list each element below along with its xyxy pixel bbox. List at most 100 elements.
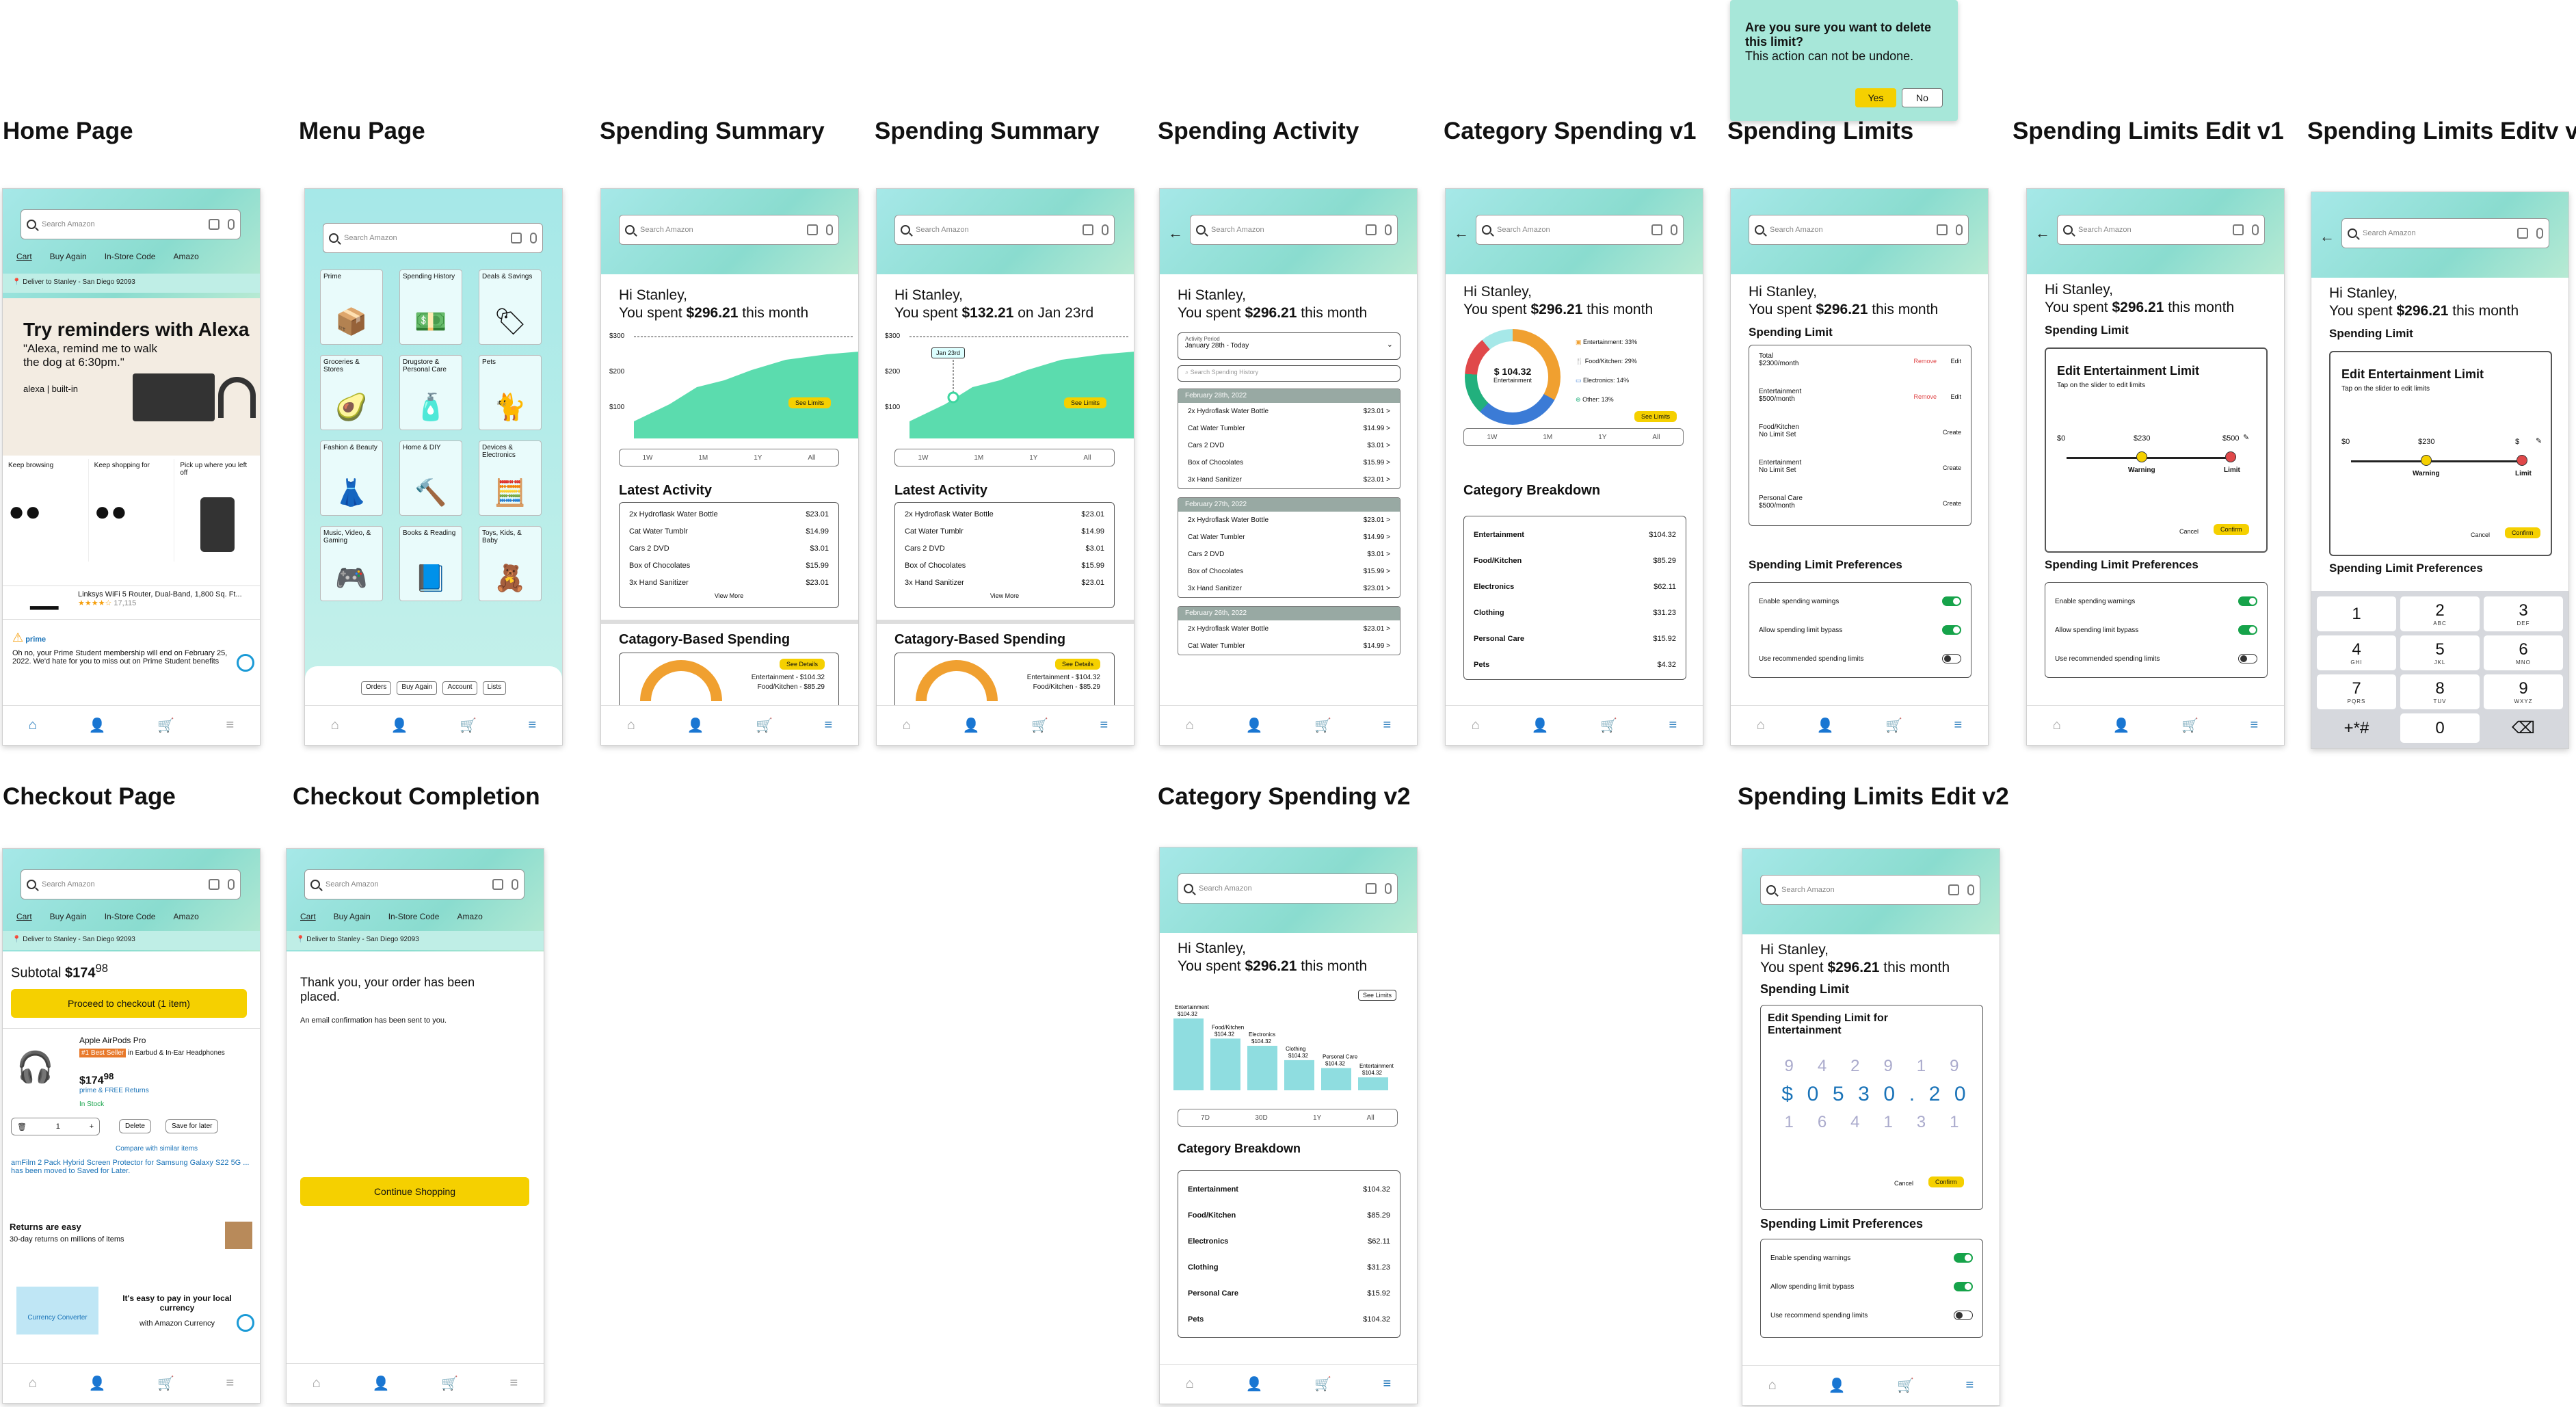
breakdown-row[interactable]: Personal Care $15.92 <box>1474 635 1676 643</box>
activity-row[interactable]: Cat Water Tumbler $14.99 > <box>1188 534 1390 541</box>
nav-instore[interactable]: In-Store Code <box>104 252 156 261</box>
delete-button[interactable]: Delete <box>119 1119 151 1133</box>
home-icon[interactable]: ⌂ <box>312 1376 321 1391</box>
camera-icon[interactable] <box>1083 224 1093 235</box>
alexa-icon[interactable] <box>237 654 254 672</box>
cart-icon[interactable]: 🛒 <box>755 718 773 733</box>
menu-tile[interactable]: Prime 📦 <box>320 269 383 345</box>
number-picker[interactable]: 9 4 2 9 1 9 $0 5 3 0. 2 0 1 6 4 1 3 1 <box>1775 1057 1973 1132</box>
menu-icon[interactable]: ≡ <box>1669 718 1677 733</box>
view-more-link[interactable]: View More <box>990 592 1020 599</box>
mic-icon[interactable] <box>1102 224 1108 235</box>
range-1w[interactable]: 1W <box>642 453 653 462</box>
nav-buy-again[interactable]: Buy Again <box>49 252 87 261</box>
menu-tile[interactable]: Deals & Savings 🏷 <box>479 269 542 345</box>
quantity-stepper[interactable]: 🗑 1 + <box>11 1118 100 1135</box>
camera-icon[interactable] <box>1948 884 1959 895</box>
buy-again-button[interactable]: Buy Again <box>397 681 438 695</box>
range-selector[interactable]: 1W 1M 1Y All <box>1463 428 1684 446</box>
list-item[interactable]: 2x Hydroflask Water Bottle $23.01 <box>905 510 1104 518</box>
mic-icon[interactable] <box>530 233 537 244</box>
back-arrow-icon[interactable]: ← <box>1454 224 1469 241</box>
back-arrow-icon[interactable]: ← <box>2320 228 2335 245</box>
see-limits-button[interactable]: See Limits <box>788 397 831 408</box>
orders-button[interactable]: Orders <box>360 681 392 695</box>
activity-row[interactable]: Box of Chocolates $15.99 > <box>1188 459 1390 466</box>
bar[interactable] <box>1210 1038 1240 1090</box>
menu-tile[interactable]: Groceries & Stores 🥑 <box>320 355 383 430</box>
breakdown-row[interactable]: Food/Kitchen $85.29 <box>1474 557 1676 565</box>
camera-icon[interactable] <box>807 224 818 235</box>
toggle-switch[interactable] <box>1954 1311 1973 1320</box>
range-1m[interactable]: 1M <box>974 453 984 462</box>
search-input[interactable]: Search Amazon <box>2057 215 2265 245</box>
breakdown-row[interactable]: Food/Kitchen $85.29 <box>1188 1211 1390 1220</box>
see-limits-button[interactable]: See Limits <box>1063 397 1106 408</box>
activity-row[interactable]: 2x Hydroflask Water Bottle $23.01 > <box>1188 516 1390 524</box>
menu-icon[interactable]: ≡ <box>2250 718 2259 733</box>
bar[interactable] <box>1358 1077 1388 1090</box>
list-item[interactable]: Cars 2 DVD $3.01 <box>629 544 829 553</box>
search-input[interactable]: Search Amazon <box>1476 215 1684 245</box>
breakdown-row[interactable]: Clothing $31.23 <box>1188 1263 1390 1272</box>
menu-tile[interactable]: Music, Video, & Gaming 🎮 <box>320 526 383 601</box>
mic-icon[interactable] <box>228 879 235 890</box>
back-arrow-icon[interactable]: ← <box>1168 224 1183 241</box>
nav-instore[interactable]: In-Store Code <box>104 912 156 921</box>
camera-icon[interactable] <box>1366 883 1377 894</box>
product-title[interactable]: Apple AirPods Pro <box>79 1036 146 1045</box>
range-1y[interactable]: 1Y <box>754 453 762 462</box>
keypad-key[interactable]: 5 JKL <box>2400 635 2480 670</box>
nav-buy-again[interactable]: Buy Again <box>333 912 371 921</box>
cart-icon[interactable]: 🛒 <box>2181 718 2199 733</box>
menu-tile[interactable]: Spending History 💵 <box>399 269 462 345</box>
see-details-button[interactable]: See Details <box>1054 659 1100 670</box>
remove-limit-button[interactable]: Remove <box>1913 358 1937 365</box>
keypad-key[interactable]: +*# <box>2343 718 2369 737</box>
deliver-bar[interactable]: 📍 Deliver to Stanley - San Diego 92093 <box>3 931 260 950</box>
breakdown-row[interactable]: Pets $4.32 <box>1474 661 1676 669</box>
nav-buy-again[interactable]: Buy Again <box>49 912 87 921</box>
limit-slider-track[interactable] <box>2067 457 2233 459</box>
range-all[interactable]: All <box>1083 453 1091 462</box>
range-selector[interactable]: 1W 1M 1Y All <box>894 449 1115 466</box>
back-arrow-icon[interactable]: ← <box>2035 224 2050 241</box>
keypad-key[interactable]: 8 TUV <box>2400 674 2480 709</box>
nav-instore[interactable]: In-Store Code <box>388 912 440 921</box>
mic-icon[interactable] <box>2536 228 2543 239</box>
cart-icon[interactable]: 🛒 <box>157 718 174 733</box>
spending-chart[interactable]: $300 $200 $100 See Limits <box>601 332 858 438</box>
home-icon[interactable]: ⌂ <box>626 718 635 733</box>
mic-icon[interactable] <box>1956 224 1963 235</box>
range-all[interactable]: All <box>808 453 816 462</box>
search-input[interactable]: Search Amazon <box>1760 875 1980 905</box>
cart-icon[interactable]: 🛒 <box>157 1376 174 1391</box>
activity-row[interactable]: Cars 2 DVD $3.01 > <box>1188 442 1390 449</box>
pencil-icon[interactable]: ✎ <box>2536 437 2542 445</box>
save-later-button[interactable]: Save for later <box>165 1119 219 1133</box>
list-item[interactable]: Cat Water Tumblr $14.99 <box>905 527 1104 536</box>
menu-tile[interactable]: Home & DIY 🔨 <box>399 440 462 516</box>
list-item[interactable]: Cars 2 DVD $3.01 <box>905 544 1104 553</box>
search-input[interactable]: Search Amazon <box>21 209 241 239</box>
activity-row[interactable]: Cars 2 DVD $3.01 > <box>1188 551 1390 558</box>
cart-icon[interactable]: 🛒 <box>440 1376 458 1391</box>
toggle-switch[interactable] <box>1942 654 1961 663</box>
breakdown-row[interactable]: Pets $104.32 <box>1188 1315 1390 1324</box>
camera-icon[interactable] <box>2233 224 2244 235</box>
account-button[interactable]: Account <box>442 681 477 695</box>
mic-icon[interactable] <box>1385 883 1392 894</box>
range-all[interactable]: All <box>1366 1114 1375 1122</box>
range-7d[interactable]: 7D <box>1201 1114 1210 1122</box>
nav-cart[interactable]: Cart <box>16 912 32 921</box>
toggle-switch[interactable] <box>2238 596 2257 606</box>
activity-row[interactable]: 3x Hand Sanitizer $23.01 > <box>1188 585 1390 592</box>
cart-icon[interactable]: 🛒 <box>1031 718 1048 733</box>
menu-tile[interactable]: Pets 🐈 <box>479 355 542 430</box>
camera-icon[interactable] <box>1366 224 1377 235</box>
pencil-icon[interactable]: ✎ <box>2243 434 2250 442</box>
toggle-switch[interactable] <box>1954 1282 1973 1291</box>
router-item[interactable]: ▂▂▂ Linksys WiFi 5 Router, Dual-Band, 1,… <box>3 586 260 620</box>
continue-shopping-button[interactable]: Continue Shopping <box>300 1177 529 1206</box>
